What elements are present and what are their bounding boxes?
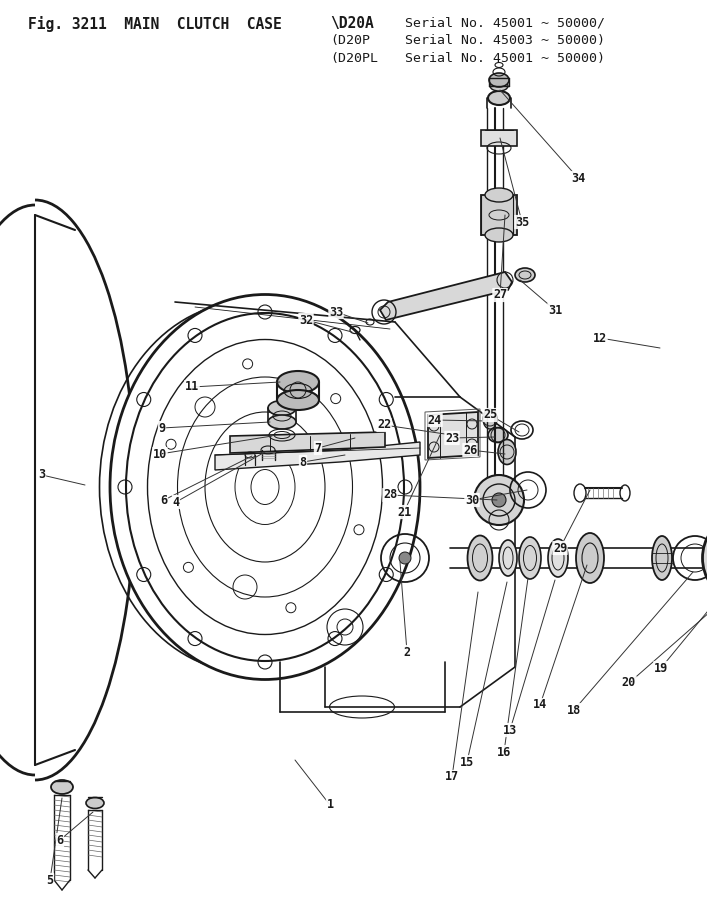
Ellipse shape xyxy=(489,73,509,87)
Text: 6: 6 xyxy=(160,494,168,507)
Ellipse shape xyxy=(485,188,513,202)
Ellipse shape xyxy=(268,400,296,416)
Ellipse shape xyxy=(277,390,319,410)
Text: 26: 26 xyxy=(463,443,477,456)
Polygon shape xyxy=(380,272,512,320)
Text: 18: 18 xyxy=(567,703,581,716)
Polygon shape xyxy=(428,412,478,458)
Text: 13: 13 xyxy=(503,724,517,736)
Polygon shape xyxy=(215,442,420,470)
Text: 28: 28 xyxy=(383,488,397,501)
Ellipse shape xyxy=(576,533,604,583)
Text: 15: 15 xyxy=(460,756,474,769)
Ellipse shape xyxy=(483,409,497,429)
Text: 14: 14 xyxy=(533,699,547,712)
Text: 35: 35 xyxy=(515,215,529,228)
Ellipse shape xyxy=(488,428,508,442)
Text: 25: 25 xyxy=(483,409,497,421)
Ellipse shape xyxy=(51,780,73,794)
Text: 33: 33 xyxy=(329,306,343,319)
Ellipse shape xyxy=(485,228,513,242)
Text: (D20P: (D20P xyxy=(330,34,370,47)
Text: 23: 23 xyxy=(445,431,459,444)
Text: 12: 12 xyxy=(593,332,607,344)
Ellipse shape xyxy=(86,798,104,809)
Text: \D20A: \D20A xyxy=(330,16,374,31)
Ellipse shape xyxy=(467,536,493,581)
Ellipse shape xyxy=(652,536,672,580)
Bar xyxy=(481,130,517,146)
Text: 1: 1 xyxy=(327,799,334,812)
Text: 11: 11 xyxy=(185,380,199,394)
Ellipse shape xyxy=(515,268,535,282)
Text: 6: 6 xyxy=(57,834,64,846)
Ellipse shape xyxy=(277,371,319,393)
Text: Serial No. 45001 ~ 50000): Serial No. 45001 ~ 50000) xyxy=(405,52,605,65)
Circle shape xyxy=(399,552,411,564)
Circle shape xyxy=(492,493,506,507)
Text: 27: 27 xyxy=(493,289,507,301)
Text: 7: 7 xyxy=(315,442,322,454)
Ellipse shape xyxy=(498,440,516,464)
Text: (D20PL: (D20PL xyxy=(330,52,378,65)
Ellipse shape xyxy=(110,295,420,680)
Ellipse shape xyxy=(703,522,707,594)
Text: 21: 21 xyxy=(397,506,411,518)
Ellipse shape xyxy=(548,539,568,577)
Polygon shape xyxy=(230,432,385,453)
Ellipse shape xyxy=(490,81,508,91)
Text: 16: 16 xyxy=(497,746,511,758)
Text: 24: 24 xyxy=(428,413,442,427)
Text: Serial No. 45001 ~ 50000/: Serial No. 45001 ~ 50000/ xyxy=(405,16,605,29)
Text: 5: 5 xyxy=(47,874,54,887)
Text: 20: 20 xyxy=(622,677,636,690)
Text: Fig. 3211  MAIN  CLUTCH  CASE: Fig. 3211 MAIN CLUTCH CASE xyxy=(28,16,282,32)
Text: 8: 8 xyxy=(300,455,307,468)
Ellipse shape xyxy=(499,540,517,576)
Text: 2: 2 xyxy=(404,646,411,659)
Text: 22: 22 xyxy=(377,419,391,431)
Text: 17: 17 xyxy=(445,770,459,783)
Text: 9: 9 xyxy=(158,421,165,434)
Text: 19: 19 xyxy=(654,661,668,674)
Ellipse shape xyxy=(488,91,510,105)
Text: 34: 34 xyxy=(571,171,585,184)
Bar xyxy=(481,195,517,235)
Text: 32: 32 xyxy=(299,313,313,326)
Circle shape xyxy=(474,475,524,525)
Text: 3: 3 xyxy=(38,468,45,482)
Text: Serial No. 45003 ~ 50000): Serial No. 45003 ~ 50000) xyxy=(405,34,605,47)
Text: 4: 4 xyxy=(173,496,180,508)
Text: 31: 31 xyxy=(548,303,562,317)
Text: 30: 30 xyxy=(465,494,479,507)
Ellipse shape xyxy=(519,537,541,579)
Text: 29: 29 xyxy=(553,541,567,554)
Ellipse shape xyxy=(268,415,296,429)
Text: 10: 10 xyxy=(153,448,167,461)
